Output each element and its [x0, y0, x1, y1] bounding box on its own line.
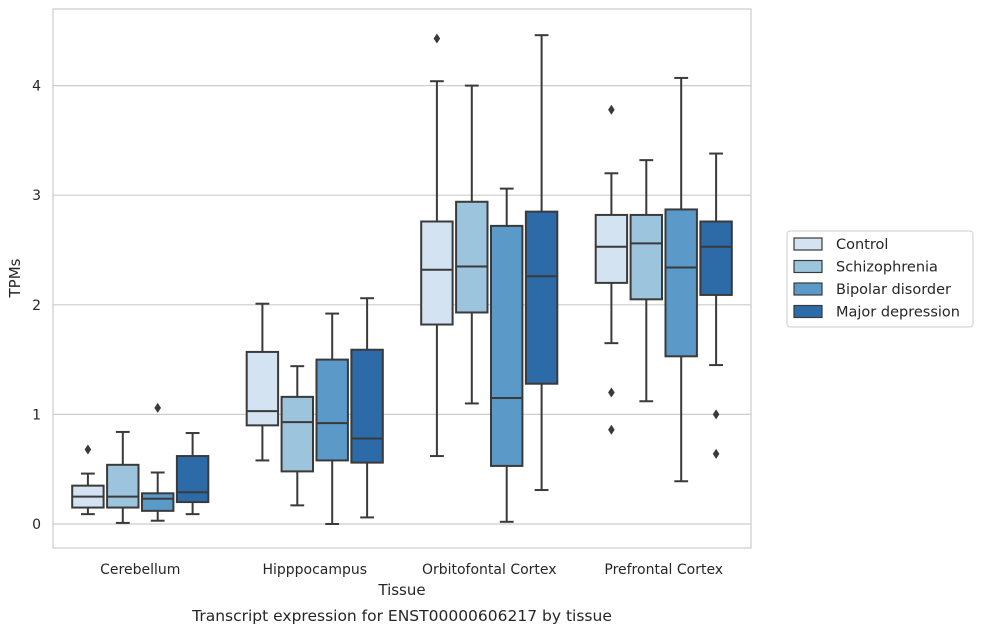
box-cerebellum-major-depression [175, 432, 210, 516]
x-axis-label: Tissue [377, 581, 425, 599]
legend-label: Major depression [836, 305, 960, 321]
y-tick-labels: 0 1 2 3 4 [32, 79, 41, 533]
iqr-box [280, 395, 315, 473]
legend-swatch [793, 259, 823, 274]
box-prefrontal-cortex-control [594, 104, 629, 435]
legend-label: Schizophrenia [836, 260, 938, 276]
x-tick-label: Prefrontal Cortex [604, 562, 723, 578]
iqr-box [699, 220, 733, 296]
box-plot-series [71, 33, 733, 525]
box-orbitofontal-cortex-schizophrenia [455, 84, 489, 405]
box-orbitofontal-cortex-bipolar-disorder [489, 187, 524, 523]
box-hipppocampus-major-depression [350, 297, 384, 519]
iqr-box [594, 213, 629, 284]
x-tick-label: Hipppocampus [262, 562, 367, 578]
box-cerebellum-bipolar-disorder [140, 402, 175, 522]
y-tick-label: 1 [32, 407, 41, 423]
box-prefrontal-cortex-major-depression [699, 152, 733, 459]
iqr-box [315, 358, 349, 462]
outlier-marker [608, 387, 615, 398]
outlier-marker [608, 104, 615, 115]
iqr-box [455, 200, 489, 314]
y-tick-label: 4 [32, 79, 41, 95]
x-tick-label: Orbitofontal Cortex [422, 562, 557, 578]
x-tick-label: Cerebellum [100, 562, 180, 578]
box-orbitofontal-cortex-major-depression [524, 34, 559, 492]
plot-frame [52, 8, 752, 549]
outlier-marker [84, 444, 92, 455]
box-orbitofontal-cortex-control [420, 33, 454, 458]
legend-label: Control [836, 237, 888, 253]
iqr-box [524, 210, 559, 385]
iqr-box [175, 455, 210, 504]
iqr-box [489, 224, 524, 467]
box-hipppocampus-schizophrenia [280, 365, 315, 507]
iqr-box [245, 350, 280, 427]
outlier-marker [433, 33, 441, 44]
y-tick-label: 3 [32, 188, 41, 204]
box-cerebellum-schizophrenia [106, 430, 140, 524]
outlier-marker [712, 448, 720, 459]
x-tick-labels: Cerebellum Hipppocampus Orbitofontal Corte… [100, 562, 723, 578]
iqr-box [350, 348, 384, 464]
box-prefrontal-cortex-bipolar-disorder [664, 76, 698, 483]
legend-swatch [793, 282, 823, 296]
y-axis-label: TPMs [6, 258, 24, 298]
iqr-box [629, 213, 664, 301]
outlier-marker [608, 424, 615, 435]
iqr-box [664, 208, 698, 358]
box-hipppocampus-control [245, 302, 280, 462]
y-tick-label: 2 [32, 298, 41, 314]
legend: Control Schizophrenia Bipolar disorder Majo… [786, 230, 974, 328]
legend-frame [786, 230, 974, 328]
outlier-marker [154, 402, 161, 413]
box-hipppocampus-bipolar-disorder [315, 312, 349, 525]
box-cerebellum-control [71, 444, 105, 516]
iqr-box [420, 220, 454, 326]
gridlines [53, 84, 751, 525]
outlier-marker [712, 409, 720, 420]
box-prefrontal-cortex-schizophrenia [629, 159, 664, 403]
iqr-box [106, 463, 140, 509]
iqr-box [140, 492, 175, 512]
legend-swatch [793, 237, 823, 251]
legend-swatch [793, 304, 823, 319]
y-tick-label: 0 [32, 517, 41, 533]
legend-label: Bipolar disorder [836, 282, 951, 298]
chart-caption: Transcript expression for ENST0000060621… [191, 607, 612, 625]
